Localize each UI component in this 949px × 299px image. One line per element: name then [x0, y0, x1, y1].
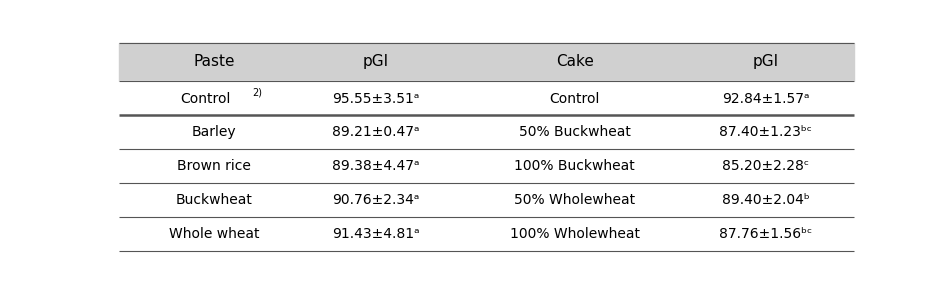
Text: Control: Control: [180, 91, 231, 106]
Text: Barley: Barley: [192, 125, 236, 139]
Text: Buckwheat: Buckwheat: [176, 193, 252, 207]
Text: 91.43±4.81ᵃ: 91.43±4.81ᵃ: [332, 227, 419, 241]
Bar: [119, 149, 854, 183]
Text: 90.76±2.34ᵃ: 90.76±2.34ᵃ: [332, 193, 419, 207]
Text: Cake: Cake: [556, 54, 593, 69]
Bar: [119, 115, 854, 149]
Text: 87.76±1.56ᵇᶜ: 87.76±1.56ᵇᶜ: [719, 227, 812, 241]
Text: 50% Wholewheat: 50% Wholewheat: [514, 193, 635, 207]
Text: pGI: pGI: [363, 54, 389, 69]
Text: Paste: Paste: [194, 54, 235, 69]
Text: pGI: pGI: [753, 54, 779, 69]
Text: 92.84±1.57ᵃ: 92.84±1.57ᵃ: [722, 91, 809, 106]
Bar: [119, 217, 854, 251]
Text: Control: Control: [549, 91, 600, 106]
Text: 89.38±4.47ᵃ: 89.38±4.47ᵃ: [332, 159, 419, 173]
Bar: [119, 183, 854, 217]
Text: 2): 2): [252, 87, 263, 97]
Bar: [119, 81, 854, 117]
Text: 50% Buckwheat: 50% Buckwheat: [519, 125, 630, 139]
Text: 87.40±1.23ᵇᶜ: 87.40±1.23ᵇᶜ: [719, 125, 812, 139]
Text: 89.40±2.04ᵇ: 89.40±2.04ᵇ: [722, 193, 809, 207]
Bar: [119, 43, 854, 81]
Text: 89.21±0.47ᵃ: 89.21±0.47ᵃ: [332, 125, 419, 139]
Text: Brown rice: Brown rice: [177, 159, 251, 173]
Text: Whole wheat: Whole wheat: [169, 227, 259, 241]
Text: 100% Wholewheat: 100% Wholewheat: [510, 227, 640, 241]
Text: 95.55±3.51ᵃ: 95.55±3.51ᵃ: [332, 91, 419, 106]
Text: 85.20±2.28ᶜ: 85.20±2.28ᶜ: [722, 159, 809, 173]
Text: 100% Buckwheat: 100% Buckwheat: [514, 159, 635, 173]
